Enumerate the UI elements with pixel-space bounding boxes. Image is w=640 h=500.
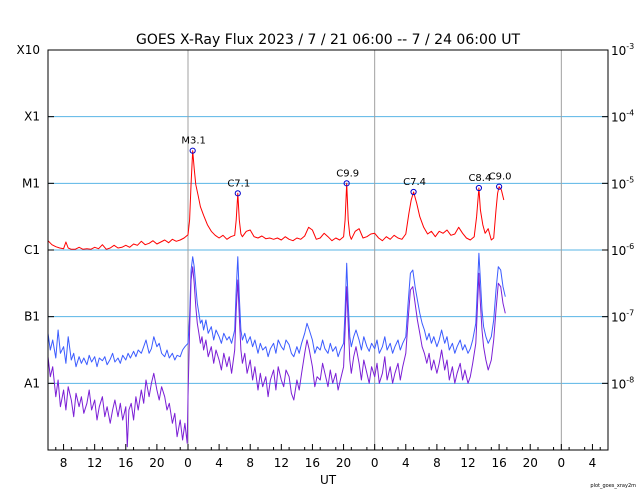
series-layer [47,150,506,448]
left-axis-tick-label: M1 [22,176,40,190]
right-axis-tick-label: 10-8 [611,375,634,391]
flare-label: C9.9 [336,168,359,179]
grid-layer [48,50,608,450]
x-axis-tick-label: 8 [433,456,441,470]
x-axis-tick-label: 0 [371,456,379,470]
flare-label: C7.1 [227,178,250,189]
left-axis-tick-label: X1 [24,110,40,124]
x-axis-tick-label: 16 [305,456,320,470]
x-axis-tick-label: 16 [491,456,506,470]
x-axis-tick-label: 8 [60,456,68,470]
chart-title: GOES X-Ray Flux 2023 / 7 / 21 06:00 -- 7… [136,32,520,48]
right-axis-tick-label: 10-3 [611,42,634,58]
left-axis-tick-label: A1 [24,376,40,390]
credit-label: plot_goes_xray2m [590,483,636,489]
x-axis-tick-label: 0 [558,456,566,470]
x-axis-tick-label: 4 [589,456,597,470]
x-axis-tick-label: 0 [184,456,192,470]
flare-label: C9.0 [489,172,512,183]
flare-peak-marker [189,147,196,154]
right-axis-tick-label: 10-5 [611,175,634,191]
flux-series-line-3 [47,266,506,448]
x-axis-tick-label: 20 [336,456,351,470]
right-axis-tick-label: 10-4 [611,109,634,125]
flare-label: M3.1 [181,136,206,147]
flare-label: C7.4 [403,177,426,188]
x-axis-tick-label: 4 [215,456,223,470]
flare-peak-marker [343,180,350,187]
x-axis-tick-label: 8 [246,456,254,470]
left-axis-tick-label: C1 [24,243,40,257]
flare-peak-marker [234,190,241,197]
x-axis-tick-label: 16 [118,456,133,470]
x-axis-tick-label: 12 [460,456,475,470]
left-axis-labels: A1 B1 C1 M1 X1 X10 [17,43,54,390]
flux-series-line-1 [47,150,505,250]
x-axis-tick-label: 20 [523,456,538,470]
x-axis-tick-label: 12 [87,456,102,470]
flare-peak-marker [475,184,482,192]
flare-peak-marker [410,188,417,196]
flare-peak-marker [496,183,503,190]
x-axis-title: UT [320,473,337,487]
left-axis-tick-label: X10 [17,43,41,57]
right-axis-tick-label: 10-6 [611,242,634,258]
x-axis-labels: 8 12 16 20 0 4 8 12 16 20 0 4 8 12 16 20 0 4 [55,444,601,470]
flare-label: C8.4 [468,173,491,184]
flux-series-line-2 [47,252,506,368]
right-axis-labels: 10-8 10-7 10-6 10-5 10-4 10-3 [602,42,634,391]
x-axis-tick-label: 20 [149,456,164,470]
flare-marker-layer: M3.1 C7.1 C9.9 C7.4 C8.4C9.0 [181,136,512,197]
x-axis-tick-label: 4 [402,456,410,470]
x-axis-tick-label: 12 [274,456,289,470]
right-axis-tick-label: 10-7 [611,309,634,325]
left-axis-tick-label: B1 [24,310,40,324]
